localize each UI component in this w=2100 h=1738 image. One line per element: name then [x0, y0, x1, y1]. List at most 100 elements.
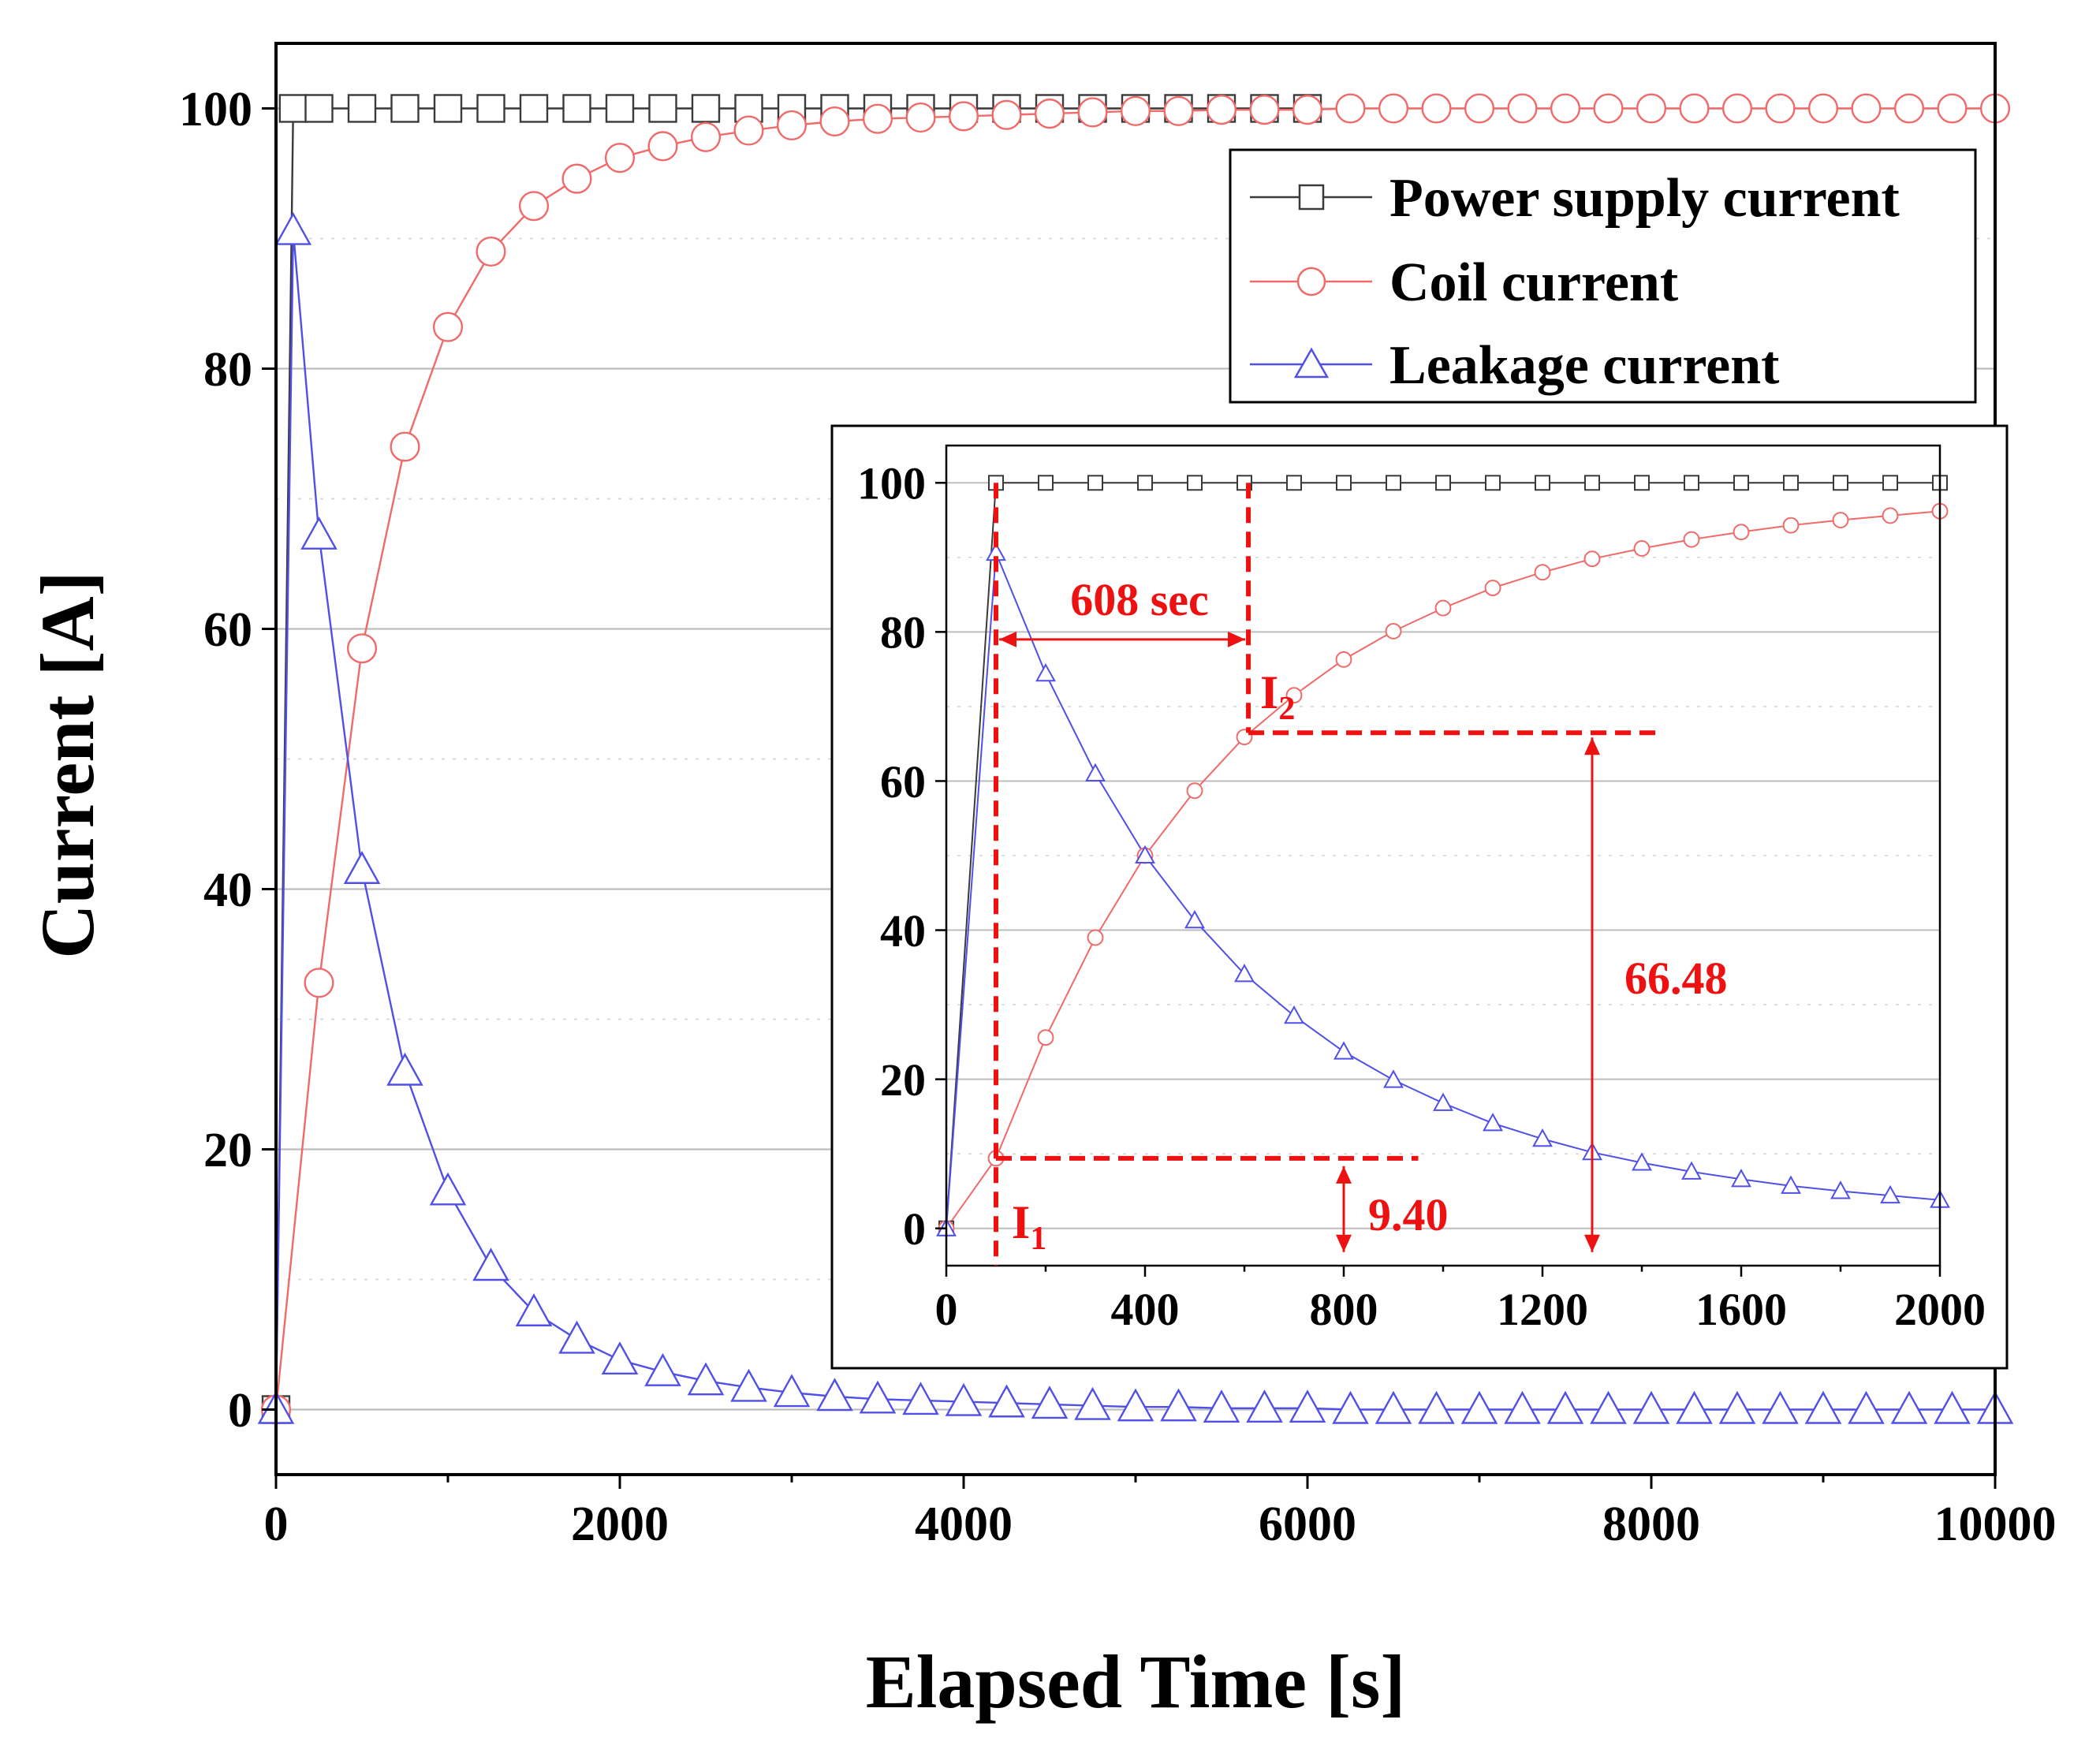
y-tick-label: 60	[203, 603, 252, 657]
data-point-coil	[1882, 507, 1899, 524]
inset-chart: 0 20 40 60 80 100 0 400 800 1200 1600 2000 608 sec …	[830, 424, 2009, 1370]
annotation-interval-arrow-head-start	[999, 631, 1016, 647]
data-point-power-supply	[1882, 475, 1898, 491]
data-point-coil	[647, 131, 678, 162]
data-point-coil	[1765, 93, 1796, 124]
data-point-leakage	[1289, 1389, 1326, 1423]
data-point-coil	[862, 103, 893, 134]
data-point-coil	[1464, 93, 1495, 124]
annotation-i1-label: I1	[1012, 1196, 1046, 1257]
data-point-leakage	[1546, 1390, 1584, 1424]
data-point-coil	[1285, 687, 1303, 704]
data-point-coil	[819, 106, 850, 137]
data-point-power-supply	[1833, 475, 1848, 491]
annotation-i1-letter: I	[1012, 1196, 1030, 1248]
data-point-leakage	[1762, 1390, 1799, 1424]
data-point-leakage	[1781, 1175, 1801, 1194]
legend-item-coil: Coil current	[1250, 252, 1678, 313]
data-point-coil	[1206, 95, 1237, 125]
data-point-power-supply	[562, 94, 591, 123]
y-tick-label: 40	[880, 905, 926, 957]
data-point-power-supply	[1535, 475, 1550, 491]
data-point-coil	[1679, 93, 1710, 124]
data-point-coil	[1292, 95, 1323, 125]
data-point-leakage	[1433, 1092, 1453, 1111]
data-point-coil	[1893, 93, 1925, 124]
data-point-coil	[1335, 93, 1366, 124]
legend-item-leakage: Leakage current	[1250, 335, 1779, 396]
data-point-power-supply	[1634, 475, 1650, 491]
data-point-coil	[1832, 512, 1849, 528]
data-point-leakage	[1234, 964, 1255, 983]
y-tick-label: 20	[880, 1054, 926, 1106]
data-point-coil	[1120, 95, 1151, 126]
data-point-leakage	[1135, 845, 1155, 863]
annotation-interval-label: 608 sec	[1070, 574, 1209, 625]
data-point-leakage	[1890, 1390, 1928, 1424]
data-point-power-supply	[347, 94, 377, 123]
data-point-leakage	[1830, 1180, 1851, 1199]
data-point-leakage	[1031, 1386, 1069, 1419]
annotation-i2-arrow-head-start	[1584, 737, 1600, 755]
inset-series	[936, 475, 1950, 1237]
y-tick-label: 80	[203, 343, 252, 397]
data-point-power-supply	[1187, 475, 1203, 491]
data-point-coil	[776, 110, 808, 140]
data-point-coil	[1782, 517, 1800, 534]
data-point-coil	[1550, 93, 1581, 124]
data-point-coil	[432, 311, 464, 342]
data-point-power-supply	[1485, 475, 1501, 491]
data-point-coil	[1249, 95, 1280, 125]
inset-axes: 0 20 40 60 80 100 0 400 800 1200 1600 2000	[857, 458, 1986, 1335]
data-point-coil	[690, 121, 722, 152]
data-point-coil	[1733, 524, 1750, 541]
y-tick-label: 100	[857, 458, 926, 509]
y-axis-title: Current [A]	[25, 571, 110, 958]
annotation-i2-letter: I	[1260, 666, 1278, 718]
y-tick-label: 80	[880, 607, 926, 658]
data-point-leakage	[1332, 1390, 1369, 1424]
data-point-power-supply	[691, 94, 721, 123]
data-point-coil	[304, 968, 334, 998]
data-point-power-supply	[1386, 475, 1401, 491]
data-point-coil	[476, 236, 506, 267]
data-point-leakage	[1504, 1390, 1541, 1424]
data-point-leakage	[1203, 1389, 1240, 1423]
data-point-leakage	[816, 1378, 853, 1412]
data-point-leakage	[1632, 1390, 1670, 1424]
legend-label-leakage: Leakage current	[1389, 335, 1779, 396]
data-point-coil	[1335, 651, 1352, 668]
y-tick-label: 0	[228, 1384, 252, 1438]
data-point-leakage	[859, 1380, 897, 1414]
annotation-i1-subscript: 1	[1030, 1221, 1046, 1257]
annotation-interval-arrow-head-end	[1228, 631, 1246, 647]
y-tick-label: 100	[179, 83, 252, 136]
data-point-power-supply	[1087, 475, 1103, 491]
legend-item-power-supply: Power supply current	[1250, 168, 1900, 229]
data-point-coil	[604, 143, 636, 173]
data-point-coil	[1633, 540, 1651, 557]
data-point-leakage	[1848, 1390, 1885, 1424]
data-point-coil	[733, 115, 764, 146]
annotation-i2-label: I2	[1260, 666, 1295, 727]
data-point-coil	[346, 633, 378, 664]
data-point-leakage	[1184, 909, 1205, 929]
data-point-coil	[1163, 95, 1194, 126]
x-tick-label: 6000	[1259, 1497, 1356, 1551]
data-point-coil	[1851, 93, 1882, 124]
data-point-coil	[1593, 93, 1624, 124]
y-tick-label: 20	[203, 1124, 252, 1177]
x-tick-label: 4000	[915, 1497, 1013, 1551]
data-point-coil	[1683, 531, 1700, 548]
x-tick-label: 1200	[1497, 1284, 1588, 1335]
data-point-power-supply	[1783, 475, 1799, 491]
data-point-power-supply	[476, 94, 505, 123]
x-tick-label: 800	[1310, 1284, 1378, 1335]
data-point-coil	[390, 431, 420, 462]
data-point-coil	[1721, 93, 1753, 124]
annotation-i1-arrow-head-end	[1336, 1234, 1352, 1252]
x-tick-label: 10000	[1934, 1497, 2057, 1551]
x-tick-label: 2000	[571, 1497, 669, 1551]
x-tick-label: 0	[935, 1284, 958, 1335]
